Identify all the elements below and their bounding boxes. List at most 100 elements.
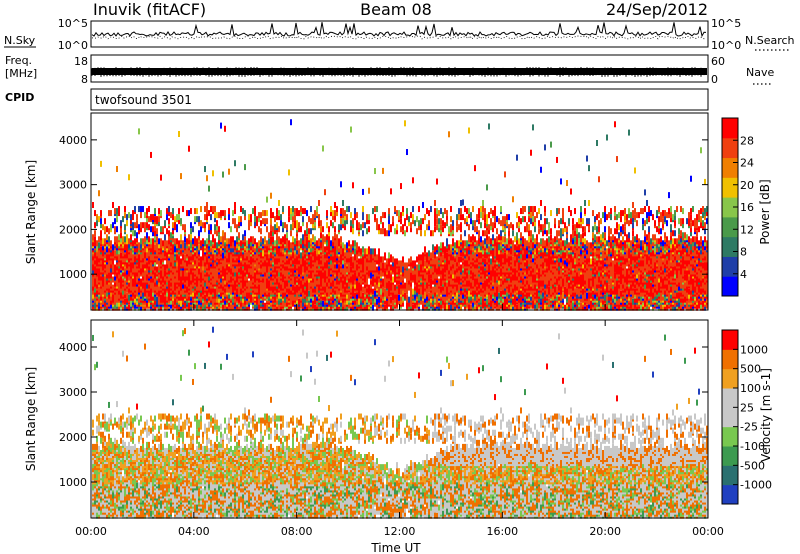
range-gate-cell [278, 298, 280, 305]
range-gate-cell [218, 296, 220, 303]
range-gate-cell [288, 216, 290, 223]
range-gate-cell [194, 236, 196, 243]
range-gate-cell [146, 266, 148, 273]
range-gate-cell [164, 250, 166, 257]
range-gate-cell [138, 206, 140, 213]
range-gate-cell [196, 238, 198, 245]
range-gate-cell [314, 250, 316, 257]
range-gate-cell [160, 210, 162, 217]
range-gate-cell [176, 272, 178, 279]
range-gate-cell [124, 206, 126, 213]
range-gate-cell [250, 244, 252, 251]
range-gate-cell [388, 224, 390, 231]
range-gate-cell [190, 282, 192, 289]
range-gate-cell [278, 270, 280, 277]
range-gate-cell [174, 224, 176, 231]
range-gate-cell [250, 240, 252, 247]
range-gate-cell [314, 280, 316, 287]
range-gate-cell [382, 278, 384, 285]
range-gate-cell [212, 234, 214, 241]
range-gate-cell [266, 280, 268, 287]
range-gate-cell [278, 266, 280, 273]
range-gate-cell [238, 294, 240, 301]
range-gate-cell [342, 218, 344, 225]
range-gate-cell [330, 240, 332, 247]
range-gate-cell [302, 242, 304, 249]
range-gate-cell [292, 250, 294, 257]
range-gate-cell [256, 220, 258, 227]
range-gate-cell [114, 250, 116, 257]
range-gate-cell [324, 246, 326, 253]
range-gate-cell [268, 242, 270, 249]
range-gate-cell [322, 244, 324, 251]
range-gate-cell [374, 206, 376, 213]
range-gate-cell [178, 294, 180, 301]
range-gate-cell [104, 252, 106, 259]
range-gate-cell [312, 294, 314, 301]
range-gate-cell [118, 304, 120, 311]
range-gate-cell [100, 234, 102, 241]
range-gate-cell [130, 252, 132, 259]
range-gate-cell [306, 228, 308, 235]
range-gate-cell [356, 242, 358, 249]
range-gate-cell [154, 216, 156, 223]
range-gate-cell [198, 230, 200, 237]
range-gate-cell [240, 240, 242, 247]
range-gate-cell [132, 262, 134, 269]
range-gate-cell [292, 270, 294, 277]
range-gate-cell [258, 272, 260, 279]
range-gate-cell [412, 260, 414, 267]
range-gate-cell [400, 260, 402, 267]
range-gate-cell [242, 234, 244, 241]
range-gate-cell [396, 258, 398, 265]
range-gate-cell [222, 252, 224, 259]
range-gate-cell [192, 246, 194, 253]
range-gate-cell [294, 258, 296, 265]
range-gate-cell [208, 260, 210, 267]
range-gate-cell [184, 270, 186, 277]
range-gate-cell [390, 224, 392, 231]
range-gate-cell [130, 218, 132, 225]
range-gate-cell [272, 304, 274, 311]
range-gate-cell [300, 210, 302, 217]
range-gate-cell [250, 274, 252, 281]
range-gate-cell [392, 276, 394, 283]
range-gate-cell [380, 216, 382, 223]
range-gate-cell [276, 298, 278, 305]
range-gate-cell [202, 264, 204, 271]
range-gate-cell [224, 232, 226, 239]
range-gate-cell [244, 236, 246, 243]
range-gate-cell [190, 250, 192, 257]
range-gate-cell [174, 254, 176, 261]
range-gate-cell [114, 236, 116, 243]
range-gate-cell [104, 226, 106, 233]
range-gate-cell [412, 214, 414, 221]
range-gate-cell [380, 256, 382, 263]
range-gate-cell [130, 234, 132, 241]
range-gate-cell [278, 282, 280, 289]
range-gate-cell [266, 210, 268, 217]
range-gate-cell [142, 222, 144, 229]
range-gate-cell [326, 234, 328, 241]
range-gate-cell [360, 224, 362, 231]
range-gate-cell [228, 238, 230, 245]
range-gate-cell [174, 238, 176, 245]
range-gate-cell [230, 260, 232, 267]
range-gate-cell [320, 274, 322, 281]
range-gate-cell [230, 284, 232, 291]
range-gate-cell [332, 262, 334, 269]
range-gate-cell [220, 264, 222, 271]
range-gate-cell [110, 266, 112, 273]
range-gate-cell [278, 246, 280, 253]
range-gate-cell [274, 216, 276, 223]
range-gate-cell [150, 246, 152, 253]
range-gate-cell [172, 298, 174, 305]
range-gate-cell [152, 244, 154, 251]
range-gate-cell [244, 270, 246, 277]
range-gate-cell [144, 256, 146, 263]
range-gate-cell [280, 304, 282, 311]
range-gate-cell [378, 248, 380, 255]
range-gate-cell [158, 216, 160, 223]
range-gate-cell [116, 208, 118, 215]
range-gate-cell [144, 222, 146, 229]
